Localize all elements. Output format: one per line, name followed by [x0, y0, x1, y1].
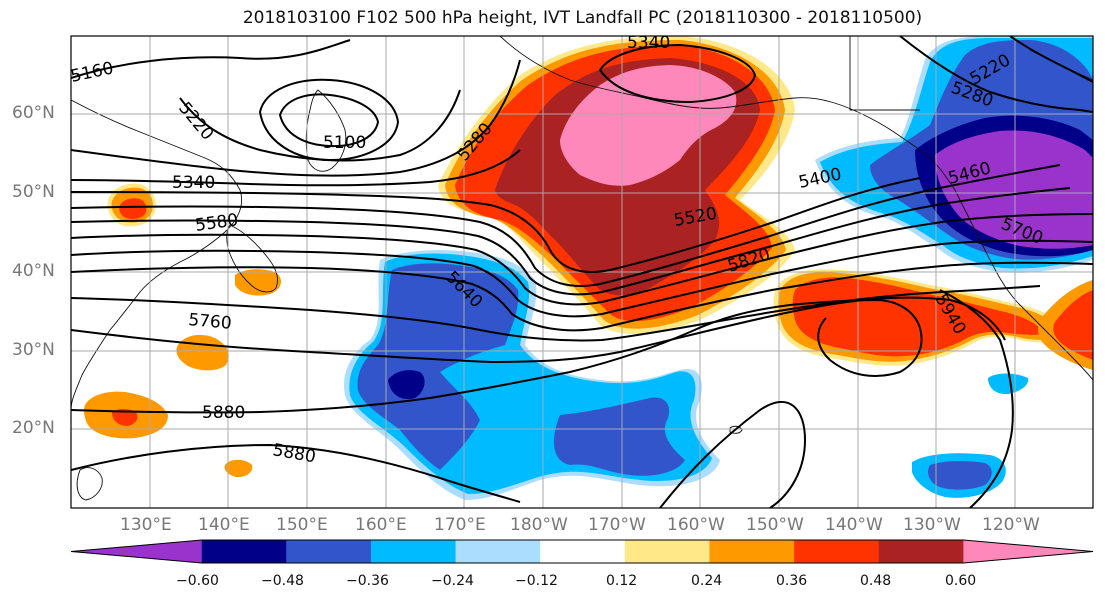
colorbar-tick-label: −0.24	[431, 573, 474, 589]
lon-label-170w: 170°W	[588, 515, 646, 535]
colorbar-tick-label: 0.60	[945, 573, 977, 589]
ivt-shading	[84, 36, 1093, 500]
lon-label-120w: 120°W	[982, 515, 1040, 535]
colorbar-segment	[201, 540, 287, 563]
contour-5820	[71, 296, 1006, 364]
contour-5340-top	[598, 43, 757, 104]
contour-5340-west	[71, 149, 521, 187]
negative-anomaly-east-small	[988, 373, 1029, 395]
positive-anomaly-subtropical-east-red	[792, 277, 1045, 357]
lat-label-50n: 50°N	[12, 182, 55, 202]
lat-label-40n: 40°N	[12, 261, 55, 281]
contour-5520	[71, 187, 1071, 296]
lat-label-30n: 30°N	[12, 340, 55, 360]
contour-label: 5880	[202, 403, 245, 423]
lon-label-180w: 180°W	[510, 515, 568, 535]
contour-5880-south	[71, 400, 807, 508]
colorbar-tick-label: −0.60	[176, 573, 219, 589]
positive-anomaly-southwest-red	[1053, 290, 1093, 360]
contour-5760	[71, 285, 1041, 342]
contour-east-north	[899, 36, 1093, 113]
colorbar-tick-label: 0.24	[691, 573, 723, 589]
contour-5880	[71, 298, 923, 414]
colorbar-outline	[70, 539, 1094, 564]
contour-label: 5340	[172, 173, 215, 193]
lat-label-60n: 60°N	[12, 103, 55, 123]
negative-anomaly-central-pacific-navy	[388, 370, 425, 400]
colorbar-tick-label: −0.36	[346, 573, 389, 589]
lon-label-140w: 140°W	[825, 515, 883, 535]
contour-label: 5340	[627, 33, 670, 53]
colorbar-tick-label: 0.36	[776, 573, 808, 589]
contour-5460	[71, 164, 1061, 288]
map-frame	[70, 35, 1094, 509]
contour-label: 5100	[323, 133, 366, 153]
colorbar-segment	[624, 540, 710, 563]
lon-label-130e: 130°E	[120, 515, 172, 535]
contour-label: 5760	[188, 310, 233, 334]
colorbar	[70, 539, 1094, 564]
colorbar-segment	[455, 540, 541, 563]
philippines	[76, 467, 103, 501]
colorbar-tick-label: 0.48	[860, 573, 892, 589]
kamchatka	[305, 89, 347, 172]
contour-5700	[71, 261, 1093, 332]
map-title: 2018103100 F102 500 hPa height, IVT Land…	[242, 8, 923, 28]
colorbar-segment	[878, 540, 964, 563]
contour-5220	[179, 89, 461, 162]
north-america-coast	[954, 189, 1093, 381]
contour-5160	[71, 39, 351, 79]
positive-anomaly-small-south	[224, 459, 253, 478]
contour-5940	[939, 289, 1014, 508]
contour-5280-west	[71, 59, 521, 177]
colorbar-tick-label: 0.12	[606, 573, 638, 589]
contour-5400	[71, 177, 921, 273]
negative-anomaly-east-tropical-blue	[928, 460, 992, 490]
colorbar-segment	[370, 540, 457, 563]
lon-label-160w: 160°W	[667, 515, 725, 535]
lon-label-140e: 140°E	[198, 515, 250, 535]
negative-anomaly-central-pacific-blue-east	[553, 397, 685, 476]
lon-label-150e: 150°E	[276, 515, 328, 535]
colorbar-segment	[540, 540, 626, 563]
lon-label-150w: 150°W	[746, 515, 804, 535]
contour-5100	[278, 93, 380, 148]
lon-label-130w: 130°W	[903, 515, 961, 535]
positive-anomaly-japan-south	[235, 269, 282, 296]
colorbar-segment	[963, 540, 1093, 563]
contour-5580	[71, 213, 1093, 306]
positive-anomaly-japan-sea-red	[119, 198, 147, 219]
height-contours	[71, 36, 1093, 508]
colorbar-segment	[286, 540, 372, 563]
colorbar-segment	[71, 540, 202, 563]
contour-5160-inner	[258, 78, 400, 162]
positive-anomaly-north-pacific-pink	[560, 65, 737, 186]
positive-anomaly-south-china-sea-red	[112, 409, 138, 426]
contour-5640	[71, 239, 1093, 318]
lat-label-20n: 20°N	[12, 418, 55, 438]
alaska-coastline	[499, 36, 956, 191]
lon-label-160e: 160°E	[355, 515, 407, 535]
colorbar-segment	[794, 540, 880, 563]
negative-anomaly-central-pacific-blue	[357, 263, 519, 470]
colorbar-segment	[709, 540, 795, 563]
lon-label-170e: 170°E	[434, 515, 486, 535]
colorbar-tick-label: −0.12	[515, 573, 558, 589]
colorbar-tick-label: −0.48	[261, 573, 304, 589]
